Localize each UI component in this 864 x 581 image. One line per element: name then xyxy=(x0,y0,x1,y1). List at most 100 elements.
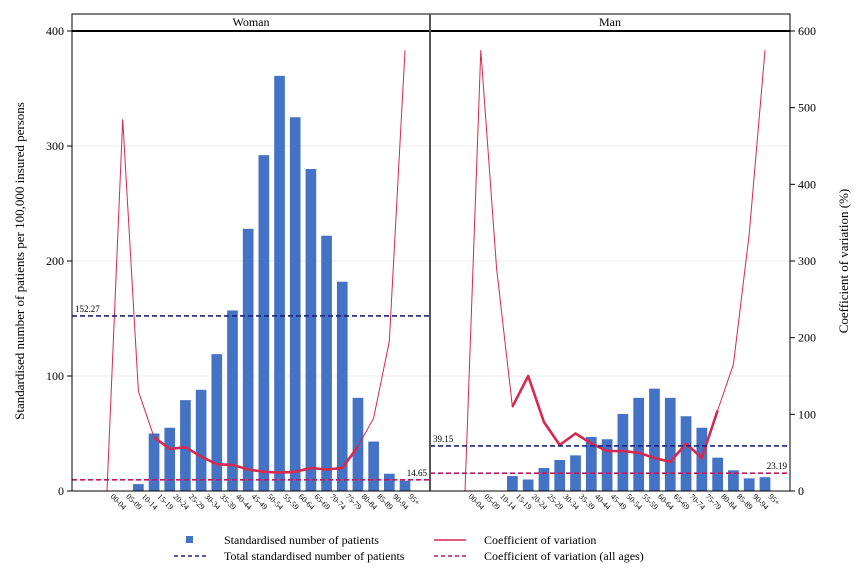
bar-woman-75-79 xyxy=(336,281,348,491)
y2tick-label-100: 100 xyxy=(798,407,816,421)
bar-woman-60-64 xyxy=(289,117,301,491)
y2-axis-title: Coefficient of variation (%) xyxy=(836,189,851,334)
xtick-woman-40-44: 40-44 xyxy=(234,492,254,512)
bar-man-85-89 xyxy=(728,470,739,491)
xtick-man-20-24: 20-24 xyxy=(530,492,550,512)
y2tick-label-400: 400 xyxy=(798,177,816,191)
bar-woman-70-74 xyxy=(321,235,332,491)
xtick-woman-25-29: 25-29 xyxy=(187,492,207,512)
xtick-man-10-14: 10-14 xyxy=(498,492,518,512)
xtick-man-50-54: 50-54 xyxy=(624,492,644,512)
panel-man-cv-ref-label: 23.19 xyxy=(767,461,788,471)
bar-man-40-44 xyxy=(585,436,597,491)
panel-woman-cv-line-thick xyxy=(153,436,359,474)
xtick-woman-90-94: 90-94 xyxy=(391,492,411,512)
xtick-man-00-04: 00-04 xyxy=(467,492,487,512)
panel-woman-total-ref-label: 152.27 xyxy=(75,304,100,314)
xtick-woman-30-34: 30-34 xyxy=(203,492,223,512)
xtick-man-30-34: 30-34 xyxy=(561,492,581,512)
legend-cv-ref-label: Coefficient of variation (all ages) xyxy=(484,549,644,563)
xtick-man-55-59: 55-59 xyxy=(640,492,660,512)
xtick-woman-70-74: 70-74 xyxy=(328,492,348,512)
panel-man-title: Man xyxy=(599,15,621,29)
xtick-woman-55-59: 55-59 xyxy=(281,492,301,512)
bar-woman-65-69 xyxy=(305,169,317,491)
xtick-woman-20-24: 20-24 xyxy=(171,492,191,512)
xtick-man-75-79: 75-79 xyxy=(703,492,723,512)
y-axis-title: Standardised number of patients per 100,… xyxy=(12,102,27,420)
bar-man-75-79 xyxy=(696,427,708,491)
bar-man-95+ xyxy=(759,477,771,491)
bar-woman-45-49 xyxy=(242,228,254,492)
ytick-label-100: 100 xyxy=(46,369,64,383)
xtick-woman-00-04: 00-04 xyxy=(109,492,129,512)
legend-cv-line-label: Coefficient of variation xyxy=(484,533,596,547)
xtick-man-80-84: 80-84 xyxy=(719,492,739,512)
xtick-woman-80-84: 80-84 xyxy=(360,492,380,512)
bar-woman-55-59 xyxy=(274,75,285,491)
bar-woman-40-44 xyxy=(227,310,238,491)
legend-total-ref-label: Total standardised number of patients xyxy=(224,549,405,563)
bar-man-20-24 xyxy=(522,479,534,491)
xtick-man-15-19: 15-19 xyxy=(514,492,534,512)
bar-woman-50-54 xyxy=(258,155,270,491)
panel-woman-cv-ref-label: 14.65 xyxy=(407,468,428,478)
ytick-label-400: 400 xyxy=(46,24,64,38)
xtick-woman-35-39: 35-39 xyxy=(218,492,238,512)
xtick-woman-45-49: 45-49 xyxy=(250,492,270,512)
xtick-man-45-49: 45-49 xyxy=(609,492,629,512)
xtick-woman-65-69: 65-69 xyxy=(312,492,332,512)
xtick-woman-15-19: 15-19 xyxy=(156,492,176,512)
bar-woman-30-34 xyxy=(195,389,207,491)
xtick-woman-10-14: 10-14 xyxy=(140,492,160,512)
y2tick-label-600: 600 xyxy=(798,24,816,38)
bar-woman-90-94 xyxy=(383,473,395,491)
bar-man-55-59 xyxy=(633,397,645,491)
xtick-man-60-64: 60-64 xyxy=(656,492,676,512)
bar-woman-15-19 xyxy=(148,433,160,491)
bar-man-60-64 xyxy=(649,388,660,491)
ytick-label-200: 200 xyxy=(46,254,64,268)
panel-man-cv-line xyxy=(464,50,766,492)
legend-bar-swatch xyxy=(186,536,193,543)
bar-man-65-69 xyxy=(664,397,676,491)
bar-woman-10-14 xyxy=(133,484,144,491)
bar-man-30-34 xyxy=(554,459,566,491)
bar-man-15-19 xyxy=(507,476,518,491)
xtick-man-90-94: 90-94 xyxy=(751,492,771,512)
bar-man-80-84 xyxy=(712,457,723,491)
bar-man-45-49 xyxy=(601,439,613,491)
xtick-woman-60-64: 60-64 xyxy=(297,492,317,512)
panel-man-cv-line-thick xyxy=(511,374,719,464)
bar-man-50-54 xyxy=(617,413,629,491)
y2tick-label-300: 300 xyxy=(798,254,816,268)
y2tick-label-200: 200 xyxy=(798,331,816,345)
panel-woman-title: Woman xyxy=(232,15,269,29)
bar-man-70-74 xyxy=(680,416,692,491)
bar-woman-35-39 xyxy=(211,354,223,491)
xtick-man-70-74: 70-74 xyxy=(688,492,708,512)
bar-woman-95+ xyxy=(399,480,411,491)
y2tick-label-500: 500 xyxy=(798,101,816,115)
xtick-man-65-69: 65-69 xyxy=(672,492,692,512)
bar-woman-20-24 xyxy=(164,427,176,491)
xtick-woman-85-89: 85-89 xyxy=(375,492,395,512)
xtick-man-25-29: 25-29 xyxy=(546,492,566,512)
xtick-man-05-09: 05-09 xyxy=(482,492,502,512)
ytick-label-300: 300 xyxy=(46,139,64,153)
bar-woman-25-29 xyxy=(180,400,191,491)
y2tick-label-0: 0 xyxy=(798,484,804,498)
bar-woman-85-89 xyxy=(368,441,379,491)
xtick-woman-75-79: 75-79 xyxy=(344,492,364,512)
panel-man-total-ref-label: 39.15 xyxy=(433,434,454,444)
xtick-man-40-44: 40-44 xyxy=(593,492,613,512)
bar-man-90-94 xyxy=(743,478,755,491)
legend-bar-label: Standardised number of patients xyxy=(224,533,379,547)
ytick-label-0: 0 xyxy=(58,484,64,498)
xtick-man-85-89: 85-89 xyxy=(735,492,755,512)
bar-woman-80-84 xyxy=(352,397,364,491)
xtick-woman-50-54: 50-54 xyxy=(265,492,285,512)
bar-man-25-29 xyxy=(538,468,550,491)
